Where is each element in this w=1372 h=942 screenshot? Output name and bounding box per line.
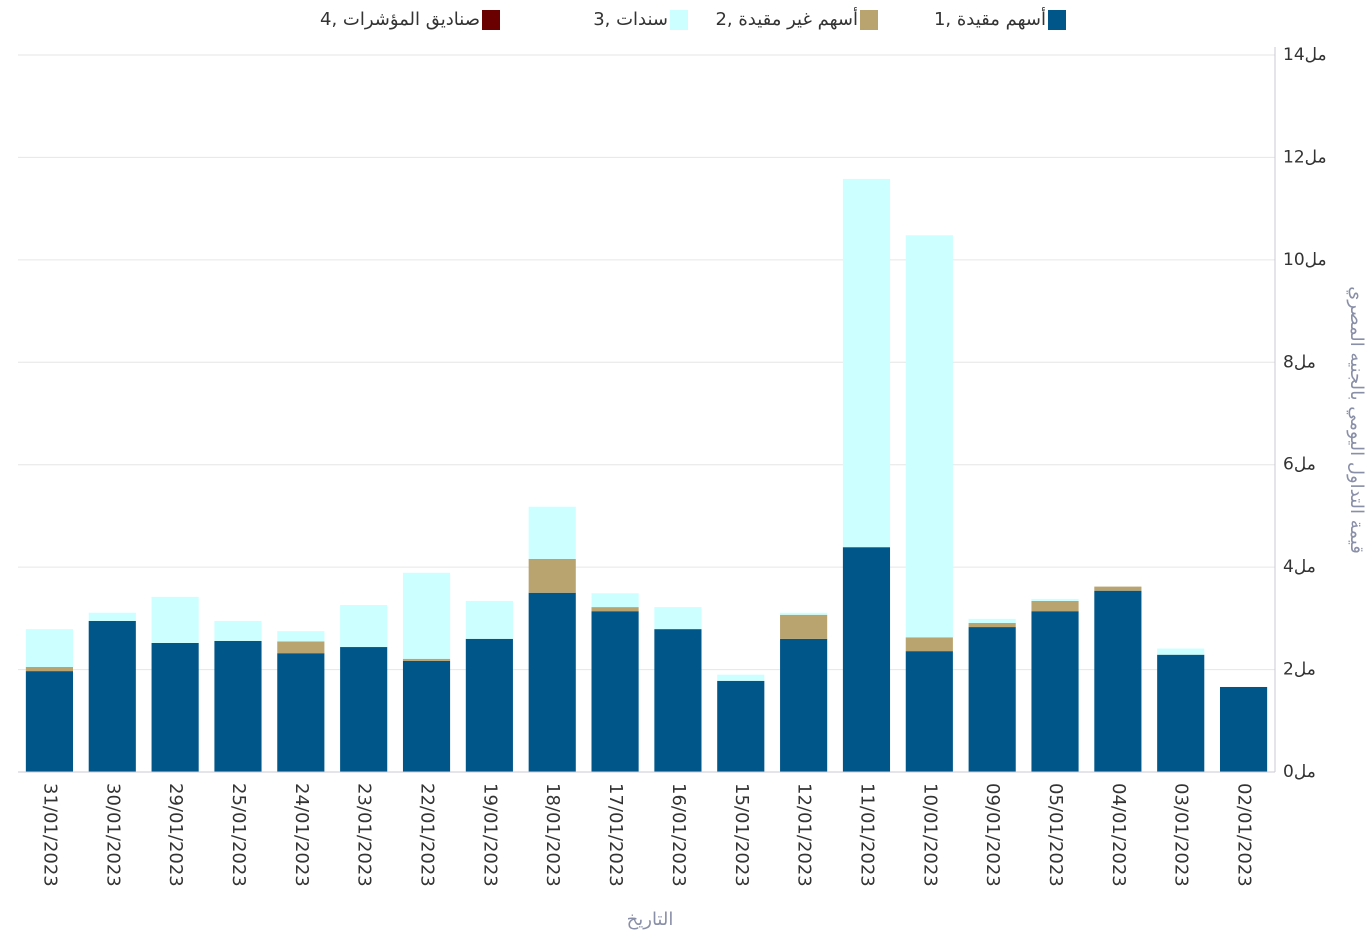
x-tick-label: 17/01/2023 <box>605 783 626 887</box>
bar-segment <box>591 607 639 612</box>
x-tick-label: 05/01/2023 <box>1045 783 1066 887</box>
legend-swatch <box>482 10 500 30</box>
bar-segment <box>1094 586 1142 591</box>
y-tick-label: 14مل <box>1283 45 1327 65</box>
bar-segment <box>465 600 513 639</box>
bar-segment <box>25 667 73 672</box>
bar-segment <box>1031 600 1079 612</box>
y-tick-label: 2مل <box>1283 660 1316 680</box>
x-tick-label: 11/01/2023 <box>856 783 877 887</box>
legend-swatch <box>670 10 688 30</box>
bar-segment <box>968 618 1016 623</box>
bar-segment <box>214 620 262 641</box>
y-tick-label: 10مل <box>1283 250 1327 270</box>
bar-segment <box>968 627 1016 772</box>
bar-segment <box>88 620 136 772</box>
x-tick-label: 22/01/2023 <box>417 783 438 887</box>
bar-segment <box>654 607 702 630</box>
y-tick-label: 4مل <box>1283 557 1316 577</box>
bar-segment <box>340 647 388 772</box>
bar-segment <box>277 641 325 654</box>
legend-swatch <box>1048 10 1066 30</box>
x-tick-label: 23/01/2023 <box>354 783 375 887</box>
legend-label: سندات ,3 <box>593 9 668 30</box>
bar-segment <box>25 671 73 772</box>
bar-segment <box>1031 598 1079 601</box>
bar-segment <box>528 506 576 559</box>
bar-segment <box>717 680 765 772</box>
x-tick-label: 03/01/2023 <box>1171 783 1192 887</box>
bar-segment <box>968 622 1016 628</box>
legend-label: أسهم غير مقيدة ,2 <box>715 7 858 30</box>
x-axis-title: التاريخ <box>627 909 674 930</box>
bar-segment <box>780 614 828 639</box>
y-tick-label: 12مل <box>1283 147 1327 167</box>
bar-segment <box>591 611 639 772</box>
x-tick-label: 10/01/2023 <box>919 783 940 887</box>
x-tick-label: 31/01/2023 <box>39 783 60 887</box>
bar-segment <box>25 629 73 668</box>
x-tick-label: 09/01/2023 <box>982 783 1003 887</box>
bar-segment <box>402 572 451 659</box>
bar-segment <box>528 558 576 593</box>
x-tick-label: 12/01/2023 <box>794 783 815 887</box>
bar-segment <box>465 638 513 772</box>
legend-swatch <box>860 10 878 30</box>
bar-segment <box>402 658 451 661</box>
x-tick-label: 30/01/2023 <box>102 783 123 887</box>
bar-segment <box>1157 654 1205 772</box>
y-tick-label: 0مل <box>1283 762 1316 782</box>
bar-segment <box>277 653 325 772</box>
x-tick-label: 19/01/2023 <box>479 783 500 887</box>
bar-segment <box>654 629 702 772</box>
bar-segment <box>151 596 199 643</box>
x-tick-label: 02/01/2023 <box>1234 783 1255 887</box>
y-tick-label: 8مل <box>1283 352 1316 372</box>
x-tick-label: 16/01/2023 <box>668 783 689 887</box>
x-tick-label: 25/01/2023 <box>228 783 249 887</box>
bar-segment <box>214 640 262 772</box>
bar-segment <box>402 660 451 772</box>
x-tick-label: 15/01/2023 <box>731 783 752 887</box>
x-tick-label: 29/01/2023 <box>165 783 186 887</box>
bar-segment <box>905 235 953 638</box>
bar-segment <box>151 642 199 772</box>
bar-segment <box>1220 686 1268 772</box>
bar-segment <box>1094 590 1142 772</box>
bar-segment <box>1031 611 1079 772</box>
bar-segment <box>340 605 388 648</box>
bar-segment <box>842 547 891 772</box>
bar-segment <box>277 631 325 642</box>
bar-segment <box>842 178 891 548</box>
x-tick-label: 24/01/2023 <box>291 783 312 887</box>
bar-segment <box>780 612 828 615</box>
legend-label: أسهم مقيدة ,1 <box>934 7 1046 30</box>
bar-segment <box>905 651 953 772</box>
bar-segment <box>717 674 765 681</box>
bar-segment <box>88 612 136 621</box>
y-axis-title: قيمة التداول اليومي بالجنيه المصري <box>1346 286 1367 554</box>
bar-segment <box>528 592 576 772</box>
bar-segment <box>591 593 639 608</box>
x-tick-label: 04/01/2023 <box>1108 783 1129 887</box>
legend-label: صناديق المؤشرات ,4 <box>320 9 480 30</box>
bar-segment <box>780 638 828 772</box>
bar-segment <box>1157 648 1205 655</box>
y-tick-label: 6مل <box>1283 455 1316 475</box>
x-tick-label: 18/01/2023 <box>542 783 563 887</box>
bar-segment <box>905 637 953 652</box>
